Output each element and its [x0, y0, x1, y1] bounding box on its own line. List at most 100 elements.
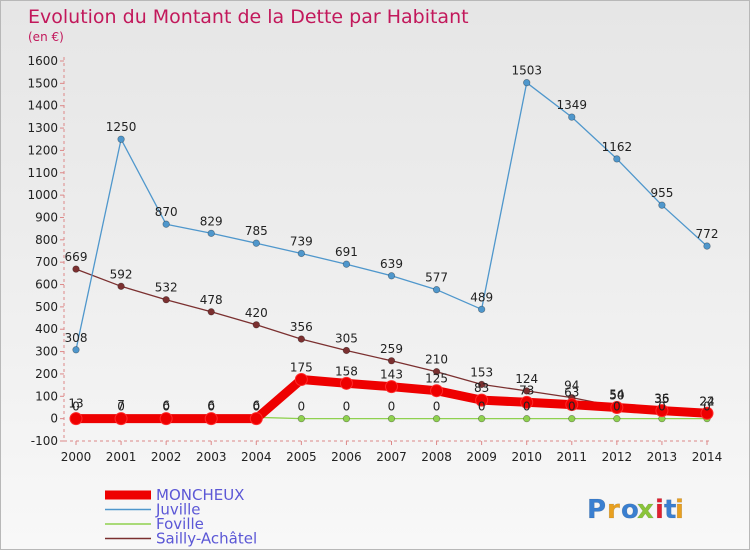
data-label: 0: [703, 400, 711, 414]
data-point: [703, 242, 711, 250]
y-tick-label: 600: [35, 278, 58, 292]
logo-letter: x: [637, 495, 654, 525]
data-label: 0: [72, 400, 80, 414]
data-label: 955: [650, 186, 673, 200]
data-label: 124: [515, 372, 538, 386]
data-point: [655, 404, 669, 418]
data-label: 22: [699, 395, 714, 409]
data-label: 50: [609, 388, 624, 402]
y-tick-label: 200: [35, 367, 58, 381]
legend-label: Foville: [156, 515, 204, 533]
data-label: 210: [425, 353, 448, 367]
legend-label: Juville: [155, 501, 201, 519]
x-tick-label: 2005: [286, 450, 317, 464]
data-point: [523, 414, 531, 423]
data-point: [297, 249, 306, 258]
data-label: 24: [699, 394, 714, 408]
data-label: 153: [470, 365, 493, 379]
data-label: 6: [207, 398, 215, 412]
axes: -100010020030040050060070080090010001100…: [27, 54, 722, 464]
x-tick-label: 2006: [331, 450, 362, 464]
data-label: 143: [380, 368, 403, 382]
data-label: 0: [117, 400, 125, 414]
x-tick-label: 2004: [241, 450, 272, 464]
x-tick-label: 2008: [421, 450, 452, 464]
x-tick-label: 2013: [647, 450, 678, 464]
data-point: [252, 321, 260, 329]
data-label: 0: [478, 400, 486, 414]
x-tick-label: 2002: [151, 450, 182, 464]
y-tick-label: 100: [35, 389, 58, 403]
data-label: 592: [110, 267, 133, 281]
data-label: 772: [696, 227, 719, 241]
data-point: [477, 305, 486, 313]
data-point: [387, 414, 396, 423]
series-layer: [69, 79, 714, 426]
data-point: [342, 346, 351, 355]
data-labels-layer: 669 592 532 478 420 356 305 259 210 153 124 94 54 35 2…: [65, 64, 719, 414]
y-tick-label: 1400: [27, 99, 58, 113]
data-point: [520, 395, 534, 409]
data-label: 0: [568, 400, 576, 414]
y-tick-label: 0: [50, 412, 58, 426]
data-point: [207, 229, 215, 237]
x-tick-label: 2010: [511, 450, 542, 464]
data-label: 54: [609, 388, 624, 402]
data-label: 6: [252, 398, 260, 412]
data-point: [568, 414, 576, 423]
data-label: 0: [658, 400, 666, 414]
data-point: [204, 412, 218, 426]
data-point: [294, 373, 308, 387]
x-tick-label: 2009: [466, 450, 497, 464]
data-label: 7: [117, 398, 125, 412]
y-tick-label: 900: [35, 210, 58, 224]
data-label: 478: [200, 293, 223, 307]
data-label: 6: [162, 398, 170, 412]
x-tick-label: 2011: [557, 450, 588, 464]
data-point: [207, 308, 215, 316]
data-label: 13: [68, 397, 83, 411]
data-label: 1250: [106, 120, 137, 134]
x-tick-label: 2007: [376, 450, 407, 464]
data-label: 639: [380, 257, 403, 271]
data-label: 308: [65, 331, 88, 345]
data-point: [162, 296, 170, 304]
logo-letter: o: [621, 495, 639, 525]
data-point: [610, 400, 624, 414]
data-point: [342, 260, 351, 268]
y-tick-label: 1100: [27, 166, 58, 180]
data-label: 1162: [602, 140, 633, 154]
data-point: [114, 412, 128, 426]
data-point: [477, 380, 486, 389]
data-label: 73: [519, 383, 534, 397]
y-tick-label: 500: [35, 300, 58, 314]
data-point: [475, 393, 489, 407]
data-label: 0: [207, 400, 215, 414]
data-point: [159, 412, 173, 426]
data-point: [477, 414, 486, 423]
data-point: [613, 155, 621, 163]
data-label: 63: [564, 386, 579, 400]
data-point: [385, 380, 398, 394]
data-label: 158: [335, 364, 358, 378]
data-point: [387, 357, 396, 365]
y-tick-label: 700: [35, 255, 58, 269]
data-label: 669: [65, 250, 88, 264]
data-label: 356: [290, 320, 313, 334]
data-label: 0: [343, 400, 351, 414]
data-label: 125: [425, 372, 448, 386]
data-label: 577: [425, 271, 448, 285]
x-tick-label: 2003: [196, 450, 227, 464]
data-point: [658, 201, 666, 209]
data-label: 0: [433, 400, 441, 414]
data-label: 420: [245, 306, 268, 320]
data-label: 83: [474, 381, 489, 395]
data-label: 785: [245, 224, 268, 238]
logo-letter: i: [655, 495, 664, 525]
data-point: [117, 135, 125, 143]
data-label: 259: [380, 342, 403, 356]
data-point: [162, 220, 170, 228]
data-label: 739: [290, 234, 313, 248]
